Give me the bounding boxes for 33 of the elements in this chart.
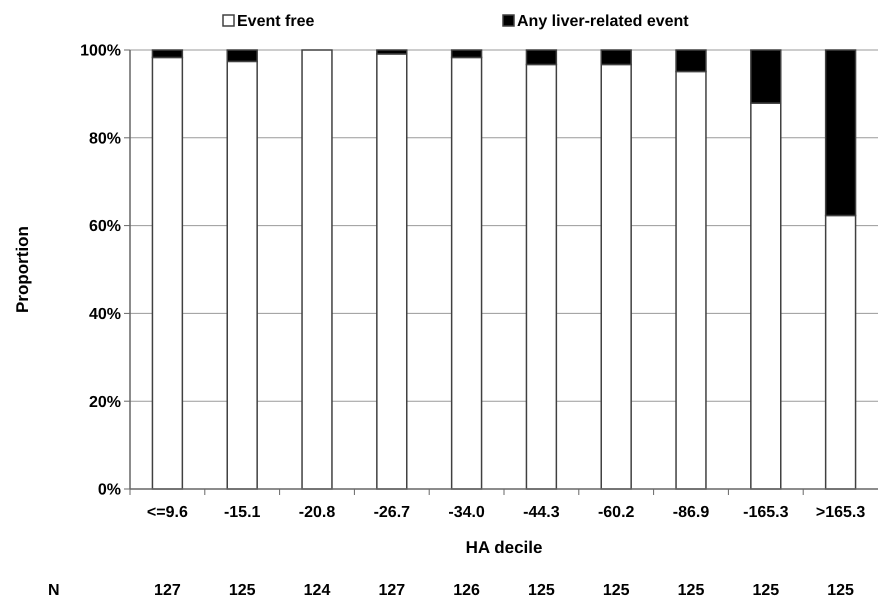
x-tick-label: -20.8	[298, 504, 336, 521]
y-tick-label: 20%	[88, 394, 121, 411]
bar	[301, 49, 333, 490]
text: 124	[304, 582, 330, 599]
text: 125	[602, 582, 630, 599]
text: 127	[154, 582, 181, 599]
y-axis-title: Proportion	[13, 226, 32, 313]
y-tick-label: 40%	[88, 306, 121, 323]
x-tick-label: -15.1	[224, 504, 261, 521]
y-tick-label: 60%	[88, 218, 121, 236]
x-tick-label: -26.7	[374, 504, 410, 521]
text: 125	[827, 582, 854, 599]
text: 127	[378, 582, 406, 599]
x-tick-label: -165.3	[743, 504, 789, 521]
text: 125	[528, 582, 555, 599]
bar	[376, 53, 408, 490]
y-tick-label: 0%	[98, 482, 121, 499]
legend-label: Event free	[237, 13, 314, 30]
text: N	[48, 582, 60, 599]
x-tick-label: -86.9	[672, 504, 710, 521]
x-tick-label: -44.3	[523, 504, 560, 521]
text: 125	[752, 582, 780, 599]
y-tick-label: 80%	[88, 130, 121, 148]
y-tick-label: 100%	[80, 42, 121, 60]
legend-label: Any liver-related event	[517, 13, 690, 30]
text: 125	[678, 582, 704, 599]
text: 126	[453, 582, 480, 599]
x-tick-label: >165.3	[816, 504, 866, 521]
x-tick-label: -60.2	[598, 504, 635, 521]
text: 125	[228, 582, 256, 599]
x-tick-label: -34.0	[448, 504, 485, 521]
x-tick-label: <=9.6	[146, 504, 188, 521]
x-axis-title: HA decile	[466, 538, 542, 557]
